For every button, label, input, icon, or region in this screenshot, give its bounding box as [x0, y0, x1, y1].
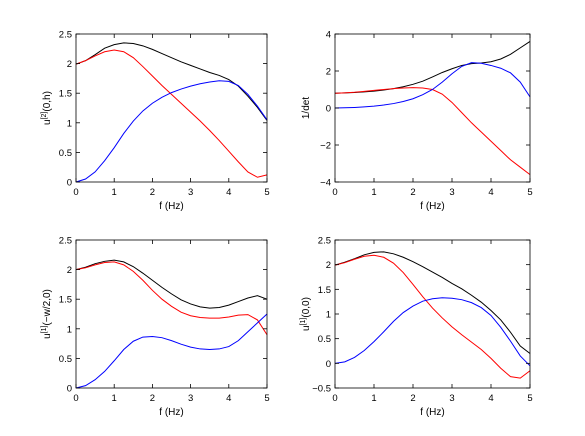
y-tick-label: 4 [326, 30, 331, 41]
x-tick-label: 1 [371, 393, 376, 404]
x-tick-label: 4 [226, 187, 231, 198]
x-axis-label: f (Hz) [159, 201, 183, 212]
x-tick-label: 4 [488, 187, 493, 198]
y-tick-label: 0.5 [59, 354, 72, 365]
x-tick-label: 5 [527, 187, 532, 198]
x-tick-label: 5 [527, 393, 532, 404]
subplot-bottom-left: 0 1 2 3 4 5 0 0.5 1 1.5 2 2.5 f (Hz) u[1](−w/2,0) [41, 236, 270, 419]
series-line-3 [75, 80, 268, 183]
y-tick-label: 1.5 [318, 285, 331, 296]
series-line-3 [334, 297, 531, 367]
x-tick-label: 0 [73, 187, 78, 198]
x-axis-label: f (Hz) [159, 407, 183, 418]
series-line-3 [334, 62, 531, 109]
y-tick-label: 2 [326, 67, 331, 78]
y-tick-label: 2.5 [318, 236, 331, 247]
y-tick-label: 0 [67, 384, 72, 395]
series-line-1 [334, 40, 531, 94]
x-tick-label: 3 [188, 393, 193, 404]
y-tick-label: 0.5 [318, 334, 331, 345]
subplot-top-right: 0 1 2 3 4 5 −4 −2 0 2 4 f (Hz) 1/det [301, 30, 533, 213]
subplot-bottom-right: 0 1 2 3 4 5−0.500.511.522.5f (Hz)u[1](0,0) [300, 236, 533, 419]
series-line-2 [75, 261, 268, 335]
y-axis-label-base: u [42, 333, 53, 339]
y-axis-label-base: 1/det [301, 97, 312, 119]
x-tick-label: 2 [410, 187, 415, 198]
y-tick-label: 1 [67, 324, 72, 335]
y-axis-label: u[2](0,h) [41, 91, 53, 125]
y-axis-label-superscript: [1] [300, 318, 307, 326]
axes-frame [75, 33, 268, 183]
y-axis-label-superscript: [1] [41, 325, 48, 333]
x-axis-label: f (Hz) [420, 201, 444, 212]
x-tick-label: 3 [188, 187, 193, 198]
series-line-1 [75, 42, 268, 121]
series-line-1 [75, 259, 268, 309]
y-tick-label: 1.5 [59, 295, 72, 306]
series-line-3 [75, 313, 268, 389]
y-axis-label: u[1](−w/2,0) [41, 289, 53, 339]
y-tick-label: 0.5 [59, 148, 72, 159]
y-tick-label: 1 [326, 310, 331, 321]
series-line-1 [334, 251, 531, 354]
y-axis-label-superscript: [2] [41, 112, 48, 120]
x-tick-label: 5 [264, 393, 269, 404]
y-axis-label-base: u [42, 119, 53, 125]
y-tick-label: −4 [320, 178, 331, 189]
x-tick-label: 0 [332, 187, 337, 198]
y-tick-label: 1 [67, 118, 72, 129]
axes-frame [334, 33, 531, 183]
y-axis-label-rest: (0,h) [42, 91, 53, 112]
y-axis-label-rest: (−w/2,0) [42, 289, 53, 325]
y-axis-label-rest: (0,0) [301, 297, 312, 318]
x-tick-label: 3 [449, 187, 454, 198]
series-line-2 [334, 87, 531, 175]
x-tick-label: 2 [150, 187, 155, 198]
x-tick-label: 1 [112, 393, 117, 404]
y-tick-label: 2.5 [59, 236, 72, 247]
x-tick-label: 2 [410, 393, 415, 404]
y-tick-label: −2 [320, 141, 331, 152]
subplot-top-left: 0 1 2 3 4 5 0 0.5 1 1.5 2 2.5 f (Hz) u[2](0,h) [41, 30, 270, 213]
y-tick-label: 1.5 [59, 89, 72, 100]
x-axis-label: f (Hz) [420, 407, 444, 418]
y-axis-label: u[1](0,0) [300, 297, 312, 331]
y-tick-label: 0 [326, 359, 331, 370]
x-tick-label: 3 [449, 393, 454, 404]
x-tick-label: 0 [73, 393, 78, 404]
series-line-2 [75, 49, 268, 178]
y-tick-label: 2.5 [59, 30, 72, 41]
x-tick-label: 2 [150, 393, 155, 404]
axes-frame [334, 239, 531, 389]
x-tick-label: 4 [488, 393, 493, 404]
y-tick-label: 2 [67, 265, 72, 276]
y-tick-label: 0 [326, 104, 331, 115]
y-tick-label: 2 [326, 260, 331, 271]
y-tick-label: −0.5 [312, 384, 331, 395]
y-tick-label: 0 [67, 178, 72, 189]
axes-frame [75, 239, 268, 389]
x-tick-label: 1 [371, 187, 376, 198]
x-tick-label: 5 [264, 187, 269, 198]
x-tick-label: 1 [112, 187, 117, 198]
x-tick-label: 0 [332, 393, 337, 404]
y-tick-label: 2 [67, 59, 72, 70]
y-axis-label-base: u [301, 325, 312, 331]
y-axis-label: 1/det [301, 97, 312, 119]
series-line-2 [334, 254, 531, 379]
x-tick-label: 4 [226, 393, 231, 404]
